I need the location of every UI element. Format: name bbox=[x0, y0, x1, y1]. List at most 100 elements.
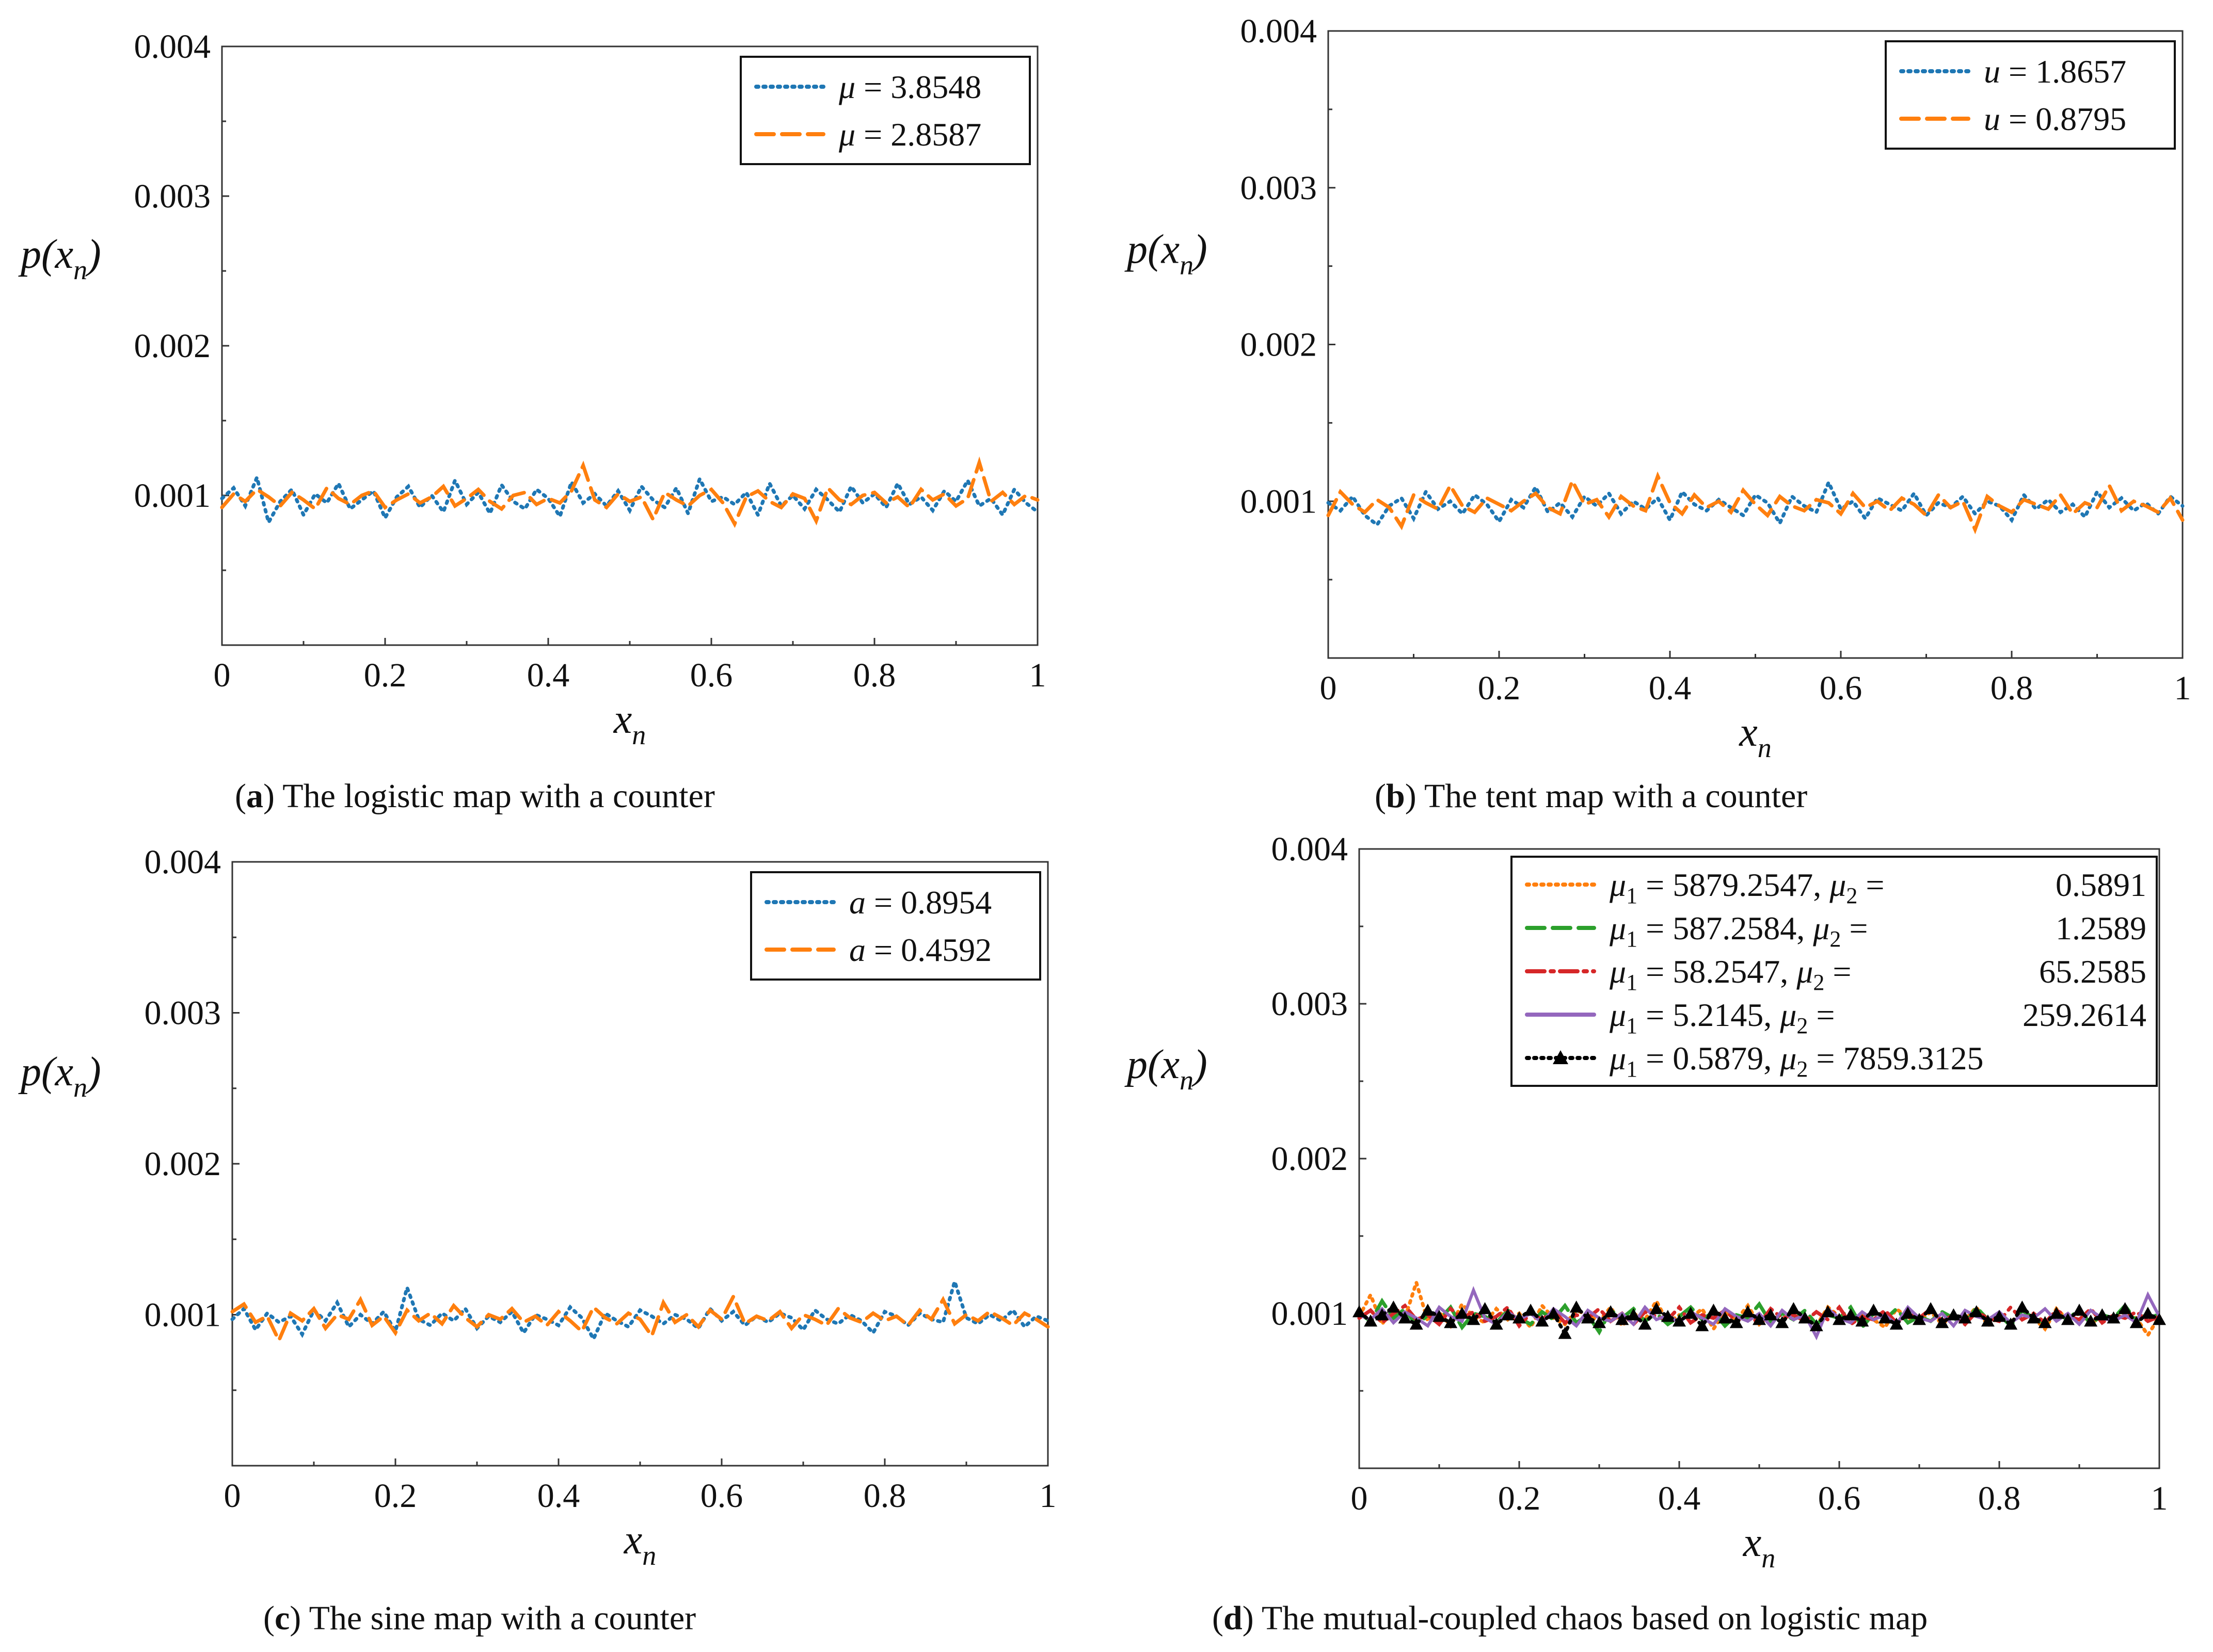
series-marker bbox=[1535, 1314, 1549, 1327]
legend-mu1-value: = 5879.2547, bbox=[1637, 867, 1829, 903]
legend-label-4: μ1 = 5.2145, μ2 = bbox=[1609, 997, 1835, 1038]
series-marker bbox=[1901, 1307, 1915, 1319]
legend-label-1: μ1 = 5879.2547, μ2 = bbox=[1609, 867, 1884, 908]
y-tick-label: 0.002 bbox=[1240, 326, 1317, 364]
x-tick-label: 1 bbox=[2174, 669, 2191, 707]
x-tick-label: 0.2 bbox=[374, 1477, 417, 1515]
x-tick-label: 0 bbox=[214, 656, 231, 694]
y-axis-label-close: ) bbox=[85, 1049, 101, 1095]
series-marker bbox=[1809, 1319, 1823, 1332]
legend-mu2-value: 1.2589 bbox=[2056, 910, 2146, 947]
legend-label-2: a = 0.4592 bbox=[849, 932, 992, 968]
chart-panel-d: 0.001 0.002 0.003 0.004 0 0.2 0.4 0.6 0.8 1 xn p(xn… bbox=[1106, 826, 2213, 1652]
y-axis-label-close: ) bbox=[85, 232, 101, 277]
series-marker bbox=[1524, 1304, 1538, 1316]
series-marker bbox=[2038, 1316, 2052, 1328]
legend-symbol: μ bbox=[838, 116, 855, 153]
caption-a-letter: a bbox=[246, 777, 263, 815]
x-axis-label: xn bbox=[1739, 710, 1772, 763]
y-axis-label: p(xn) bbox=[18, 1049, 101, 1103]
series-marker bbox=[2095, 1308, 2109, 1321]
x-tick-label: 0.4 bbox=[1649, 669, 1692, 707]
chart-panel-a: 0.001 0.002 0.003 0.004 0 0.2 0.4 0.6 0.8 1 xn p(xn… bbox=[0, 0, 1106, 826]
legend-box bbox=[750, 871, 1041, 981]
y-axis-label: p(xn) bbox=[1124, 227, 1207, 281]
y-tick-label: 0.002 bbox=[134, 327, 211, 365]
y-tick-label: 0.004 bbox=[1240, 12, 1317, 50]
series-marker bbox=[1604, 1305, 1618, 1318]
legend-mu1-value: = 5.2145, bbox=[1637, 997, 1780, 1033]
legend-symbol: μ bbox=[838, 69, 855, 105]
legend-mu1-sub: 1 bbox=[1626, 1013, 1637, 1038]
series-marker bbox=[1364, 1314, 1378, 1327]
series-marker bbox=[1513, 1311, 1526, 1324]
legend-mu2-sub: 2 bbox=[1829, 926, 1841, 952]
legend-label-2: μ = 2.8587 bbox=[838, 116, 981, 153]
series-marker bbox=[1958, 1311, 1972, 1324]
y-tick-label: 0.003 bbox=[145, 995, 221, 1032]
caption-b-text: ) The tent map with a counter bbox=[1405, 777, 1808, 815]
series-marker bbox=[1455, 1307, 1469, 1319]
legend-label-2: u = 0.8795 bbox=[1984, 101, 2126, 137]
x-tick-label: 0.2 bbox=[1498, 1480, 1541, 1517]
x-axis-label: xn bbox=[613, 697, 646, 750]
legend-mu1-sub: 1 bbox=[1626, 883, 1637, 908]
y-axis-label: p(xn) bbox=[18, 232, 101, 285]
series-marker bbox=[1501, 1308, 1515, 1321]
series-marker bbox=[2118, 1302, 2132, 1314]
series-marker bbox=[1833, 1313, 1846, 1325]
x-tick-label: 1 bbox=[1029, 656, 1046, 694]
series-marker bbox=[1981, 1314, 1995, 1327]
legend-label-3: μ1 = 58.2547, μ2 = bbox=[1609, 953, 1851, 995]
legend-value: = 2.8587 bbox=[855, 116, 981, 153]
series-marker bbox=[1844, 1308, 1858, 1321]
legend-mu2: μ bbox=[1829, 867, 1846, 903]
legend-mu1-value: = 0.5879, bbox=[1637, 1040, 1780, 1077]
legend-label-1: u = 1.8657 bbox=[1984, 53, 2126, 90]
legend-marker bbox=[1553, 1050, 1568, 1064]
series-marker bbox=[1398, 1311, 1412, 1324]
chart-panel-c: 0.001 0.002 0.003 0.004 0 0.2 0.4 0.6 0.8 1 xn p(xn… bbox=[0, 826, 1106, 1652]
y-axis-label-main: p(x bbox=[18, 232, 73, 277]
series-marker bbox=[1661, 1310, 1675, 1322]
caption-d-letter: d bbox=[1223, 1599, 1243, 1637]
series-marker bbox=[1375, 1308, 1389, 1321]
x-tick-label: 0.2 bbox=[1478, 669, 1521, 707]
legend-value: = 0.8795 bbox=[2000, 101, 2126, 137]
legend-symbol: a bbox=[849, 884, 866, 921]
series-marker bbox=[1821, 1305, 1835, 1318]
x-tick-label: 0.6 bbox=[1818, 1480, 1861, 1517]
series-marker bbox=[1489, 1318, 1503, 1330]
series-line-1 bbox=[220, 472, 1040, 527]
x-axis-label-sub: n bbox=[1761, 1543, 1775, 1574]
series-marker bbox=[1581, 1311, 1595, 1324]
series-marker bbox=[1889, 1318, 1903, 1330]
caption-d: (d) The mutual-coupled chaos based on lo… bbox=[1212, 1599, 1928, 1637]
series-marker bbox=[2073, 1304, 2086, 1316]
series-marker bbox=[2015, 1301, 2029, 1313]
legend-mu1-sub: 1 bbox=[1626, 926, 1637, 952]
legend-mu2-sub: 2 bbox=[1813, 970, 1824, 995]
x-tick-label: 0.8 bbox=[864, 1477, 906, 1515]
y-tick-label: 0.003 bbox=[1240, 169, 1317, 207]
caption-a: (a) The logistic map with a counter bbox=[235, 777, 715, 815]
x-tick-label: 0 bbox=[1351, 1480, 1368, 1517]
legend-mu2: μ bbox=[1796, 953, 1813, 990]
y-tick-label: 0.001 bbox=[1240, 483, 1317, 520]
series-line-2 bbox=[1326, 471, 2185, 535]
legend-mu1: μ bbox=[1609, 867, 1626, 903]
x-axis-label: xn bbox=[624, 1517, 657, 1571]
series-marker bbox=[1764, 1308, 1778, 1321]
x-tick-label: 0.8 bbox=[1991, 669, 2033, 707]
legend-value: = 0.4592 bbox=[866, 932, 992, 968]
caption-b-letter: b bbox=[1386, 777, 1405, 815]
y-tick-label: 0.002 bbox=[145, 1145, 221, 1183]
caption-c: (c) The sine map with a counter bbox=[263, 1599, 696, 1637]
y-tick-label: 0.004 bbox=[145, 843, 221, 881]
x-axis-label-sub: n bbox=[632, 719, 646, 750]
y-tick-label: 0.004 bbox=[1271, 830, 1348, 868]
legend-mu1: μ bbox=[1609, 953, 1626, 990]
